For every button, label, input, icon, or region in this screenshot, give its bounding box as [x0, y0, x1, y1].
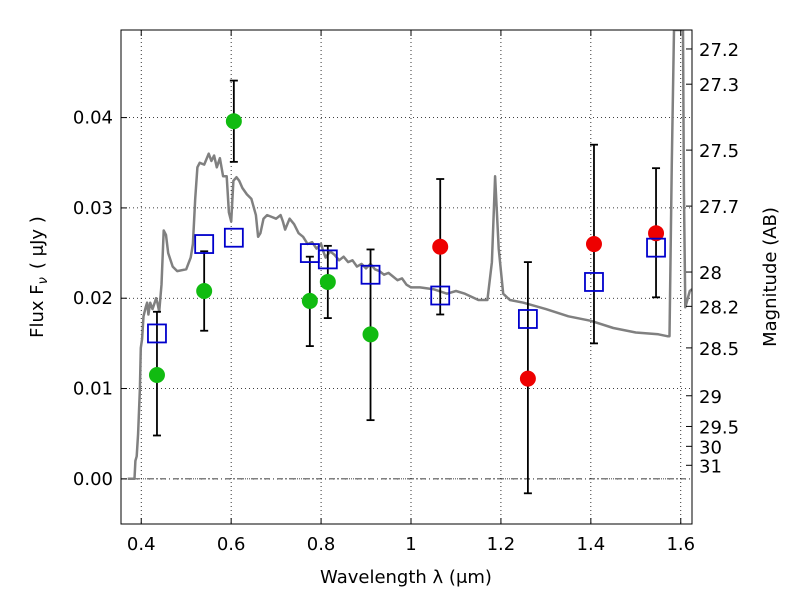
- y-tick-label-0: 0.00: [73, 469, 113, 490]
- model-box-9: [646, 237, 666, 258]
- y-axis-label: Flux Fν ( μJy ): [27, 216, 51, 338]
- y2-tick-label-3: 27.7: [699, 197, 739, 218]
- y2-tick-label-10: 31: [699, 456, 722, 477]
- y-tick-label-4: 0.04: [73, 108, 113, 129]
- y-axis-label-main: Flux F: [27, 284, 48, 338]
- observed-point-3: [301, 292, 318, 309]
- observed-point-1: [196, 282, 213, 299]
- x-tick-label-2: 0.8: [307, 534, 336, 555]
- observed-points: [148, 113, 665, 387]
- observed-point-0: [148, 366, 165, 383]
- y-axis-label-sub: ν: [36, 277, 51, 284]
- x-axis-ticks: 0.4 0.6 0.8 1 1.2 1.4 1.6: [127, 30, 695, 555]
- plot-frame: [120, 29, 693, 525]
- model-box-6: [430, 285, 451, 306]
- x-axis-label: Wavelength λ (μm): [320, 567, 492, 588]
- model-box-0: [147, 323, 167, 344]
- y2-tick-label-9: 30: [699, 437, 722, 458]
- y-tick-label-2: 0.02: [73, 288, 113, 309]
- y2-tick-label-0: 27.2: [699, 40, 739, 61]
- model-box-5: [360, 264, 381, 285]
- y-axis-label-unit: ( μJy ): [27, 216, 48, 269]
- y2-tick-label-2: 27.5: [699, 141, 739, 162]
- observed-point-2: [225, 113, 242, 130]
- model-box-4: [317, 249, 338, 270]
- model-box-8: [584, 272, 604, 292]
- model-box-7: [517, 309, 538, 329]
- x-tick-label-0: 0.4: [127, 534, 156, 555]
- model-boxes: [147, 227, 666, 344]
- template-sed-line: [127, 30, 692, 481]
- observed-point-9: [648, 225, 665, 242]
- y-tick-label-3: 0.03: [73, 198, 113, 219]
- y2-tick-label-7: 29: [699, 387, 722, 408]
- observed-point-7: [519, 370, 536, 387]
- x-tick-label-6: 1.6: [666, 534, 695, 555]
- y2-tick-label-5: 28.2: [699, 297, 739, 318]
- x-tick-label-5: 1.4: [577, 534, 606, 555]
- y2-axis-label: Magnitude (AB): [760, 207, 781, 347]
- x-tick-label-4: 1.2: [487, 534, 516, 555]
- x-tick-label-1: 0.6: [217, 534, 246, 555]
- template-sed: [127, 30, 692, 481]
- x-tick-label-3: 1: [405, 534, 416, 555]
- y2-tick-label-1: 27.3: [699, 75, 739, 96]
- y2-tick-label-8: 29.5: [699, 417, 739, 438]
- y-axis-ticks: 0.00 0.01 0.02 0.03 0.04: [73, 108, 127, 490]
- model-box-1: [194, 234, 215, 254]
- observed-point-8: [585, 236, 602, 253]
- y2-tick-label-4: 28: [699, 263, 722, 284]
- observed-point-5: [362, 326, 379, 343]
- model-box-2: [223, 227, 244, 248]
- observed-point-4: [319, 273, 336, 290]
- observed-point-6: [432, 238, 449, 255]
- svg-text:Flux Fν( μJy ): Flux Fν ( μJy ): [27, 216, 51, 338]
- y2-tick-label-6: 28.5: [699, 339, 739, 360]
- y-tick-label-1: 0.01: [73, 379, 113, 400]
